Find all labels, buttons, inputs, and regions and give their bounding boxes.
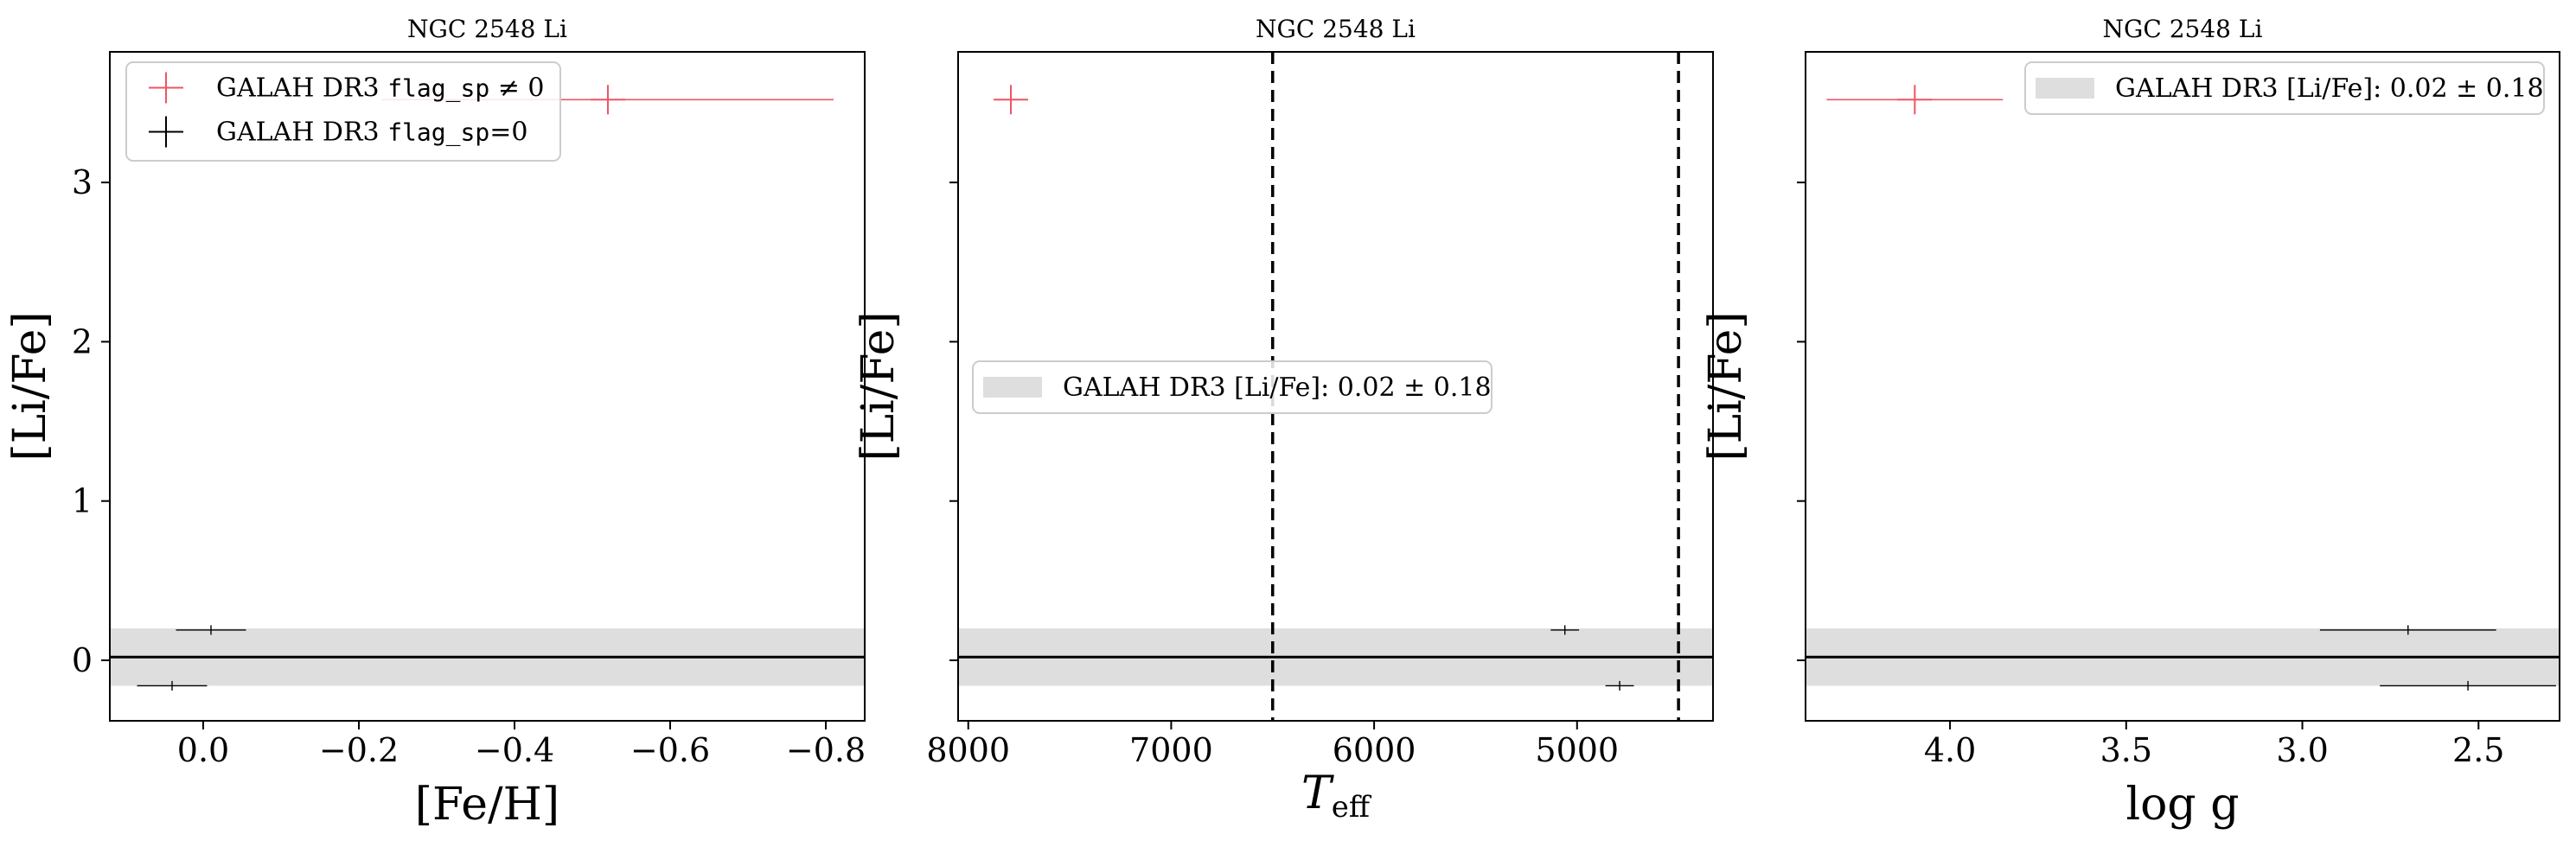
panel-feh: 0.0 −0.2 −0.4 −0.6 −0.8 0 1 2 3 NGC 2548 Li [Fe/H]… bbox=[4, 15, 866, 831]
x-tick-label: −0.2 bbox=[319, 731, 399, 769]
x-tick-label: −0.8 bbox=[786, 731, 866, 769]
axes-frame bbox=[1805, 51, 2560, 722]
legend-box bbox=[972, 360, 1493, 414]
legend-label: GALAH DR3 [Li/Fe]: 0.02 ± 0.18 bbox=[1063, 373, 1492, 403]
x-axis-label: log g bbox=[2125, 779, 2239, 831]
panel-title: NGC 2548 Li bbox=[1256, 15, 1416, 43]
x-tick-label: 7000 bbox=[1129, 731, 1213, 769]
panel-title: NGC 2548 Li bbox=[2103, 15, 2263, 43]
legend-label-prefix: GALAH DR3 bbox=[216, 118, 387, 148]
legend-label: GALAH DR3 [Li/Fe]: 0.02 ± 0.18 bbox=[2115, 73, 2544, 104]
y-tick-label: 1 bbox=[72, 482, 93, 520]
x-tick-label: 8000 bbox=[926, 731, 1010, 769]
y-axis-label: [Li/Fe] bbox=[853, 311, 904, 461]
x-tick-label: 2.5 bbox=[2452, 731, 2504, 769]
data-point bbox=[137, 680, 208, 691]
legend-label-prefix: GALAH DR3 bbox=[216, 73, 387, 104]
y-tick-label: 3 bbox=[72, 163, 93, 201]
x-tick-label: −0.4 bbox=[475, 731, 554, 769]
axes-frame bbox=[109, 51, 866, 722]
data-point bbox=[176, 625, 246, 635]
x-axis-label-main: T bbox=[1301, 767, 1334, 819]
legend-box bbox=[125, 61, 561, 162]
data-point bbox=[1826, 85, 2004, 115]
data-point bbox=[2319, 625, 2496, 635]
y-tick-label: 2 bbox=[72, 322, 93, 360]
legend-label-code: flag_sp bbox=[387, 74, 489, 104]
panel-title: NGC 2548 Li bbox=[407, 15, 567, 43]
data-point bbox=[994, 85, 1029, 115]
legend-swatch bbox=[983, 377, 1042, 398]
x-tick-label: 5000 bbox=[1535, 731, 1619, 769]
panel-logg: 4.0 3.5 3.0 2.5 NGC 2548 Li log g [Li/Fe] GALAH… bbox=[1700, 15, 2560, 831]
y-axis-label: [Li/Fe] bbox=[1700, 311, 1752, 461]
legend-label: GALAH DR3 flag_sp=0 bbox=[216, 118, 527, 148]
y-axis-label: [Li/Fe] bbox=[4, 311, 56, 461]
x-axis-label-subscript: eff bbox=[1332, 790, 1372, 825]
y-tick-label: 0 bbox=[72, 641, 93, 679]
legend-label: GALAH DR3 flag_sp ≠ 0 bbox=[216, 73, 545, 104]
data-point bbox=[2380, 680, 2556, 691]
data-point bbox=[1605, 680, 1634, 691]
axes-frame bbox=[957, 51, 1714, 722]
x-axis-label: [Fe/H] bbox=[415, 779, 559, 831]
panel-teff: 8000 7000 6000 5000 NGC 2548 Li Teff [Li/Fe] GA… bbox=[853, 15, 1714, 825]
x-tick-label: 3.0 bbox=[2276, 731, 2328, 769]
legend-box bbox=[2024, 61, 2545, 115]
legend-label-code: flag_sp bbox=[387, 118, 489, 148]
legend-swatch bbox=[2036, 78, 2094, 99]
x-tick-label: 3.5 bbox=[2100, 731, 2152, 769]
x-tick-label: 0.0 bbox=[177, 731, 229, 769]
data-point bbox=[1550, 625, 1580, 635]
legend-label-suffix: ≠ 0 bbox=[489, 73, 544, 104]
x-tick-label: −0.6 bbox=[630, 731, 710, 769]
x-axis-label: Teff bbox=[1301, 767, 1372, 825]
x-tick-label: 4.0 bbox=[1924, 731, 1976, 769]
legend-label-suffix: =0 bbox=[489, 118, 527, 148]
x-tick-label: 6000 bbox=[1333, 731, 1416, 769]
